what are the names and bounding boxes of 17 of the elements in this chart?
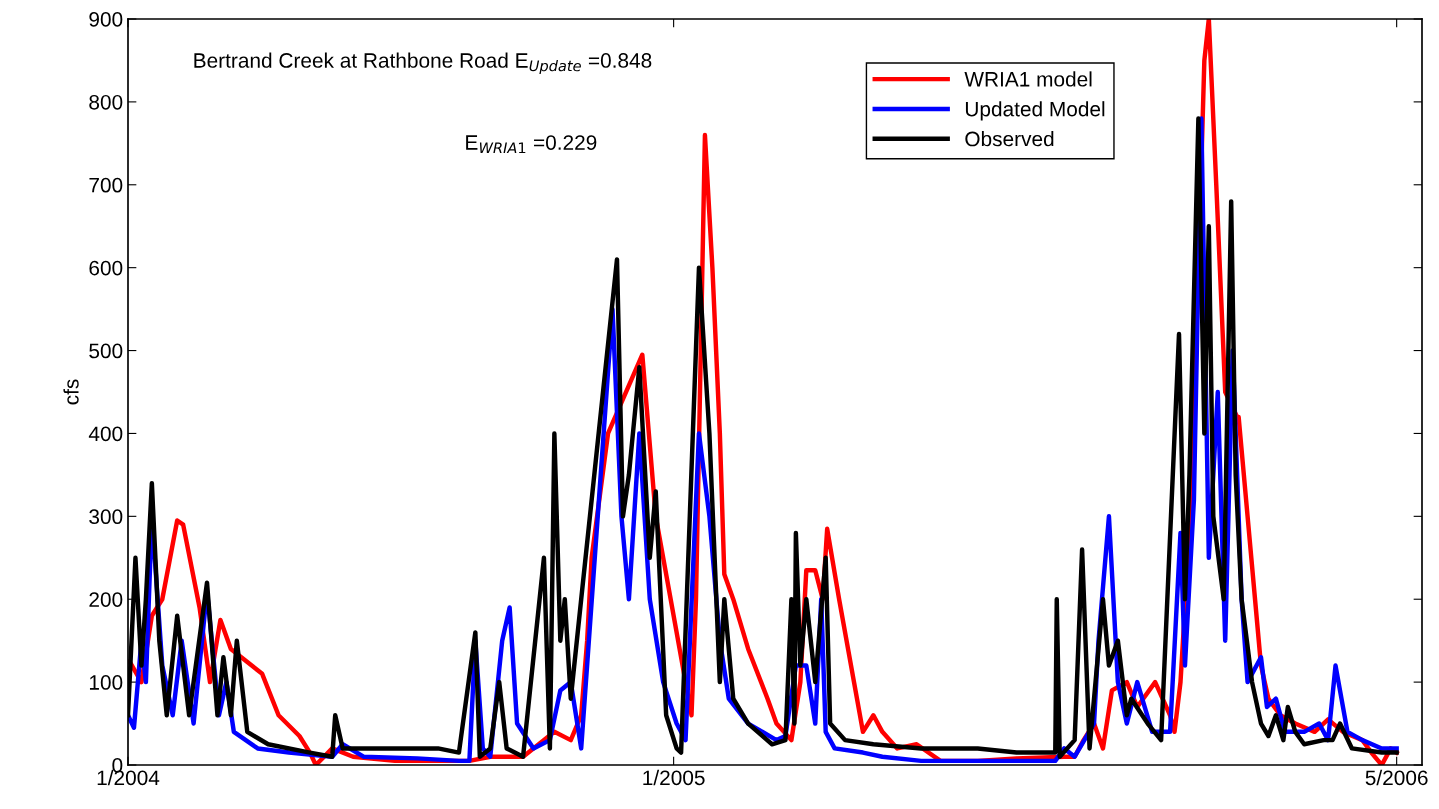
y-axis-title: cfs: [63, 379, 79, 405]
y-tick-label: 800: [89, 94, 123, 110]
y-tick-label: 300: [89, 509, 123, 525]
legend-label: WRIA1 model: [964, 71, 1092, 87]
y-tick-label: 500: [89, 343, 123, 359]
annotation: E$_{WRIA1}$ =0.229: [466, 135, 597, 154]
y-tick-label: 400: [88, 426, 123, 442]
legend-label: Observed: [965, 130, 1054, 147]
annotation: Bertrand Creek at Rathbone Road E$_{Update}$ =0.848: [194, 52, 652, 75]
y-tick-label: 600: [89, 260, 123, 276]
y-tick-label: 200: [89, 592, 123, 607]
x-tick-label: 5/2006: [1365, 769, 1428, 786]
y-tick-label: 700: [89, 177, 123, 193]
y-tick-label: 900: [89, 12, 123, 27]
x-tick-label: 1/2005: [643, 769, 705, 786]
y-tick-label: 100: [89, 675, 123, 690]
legend-label: Updated Model: [965, 101, 1105, 121]
